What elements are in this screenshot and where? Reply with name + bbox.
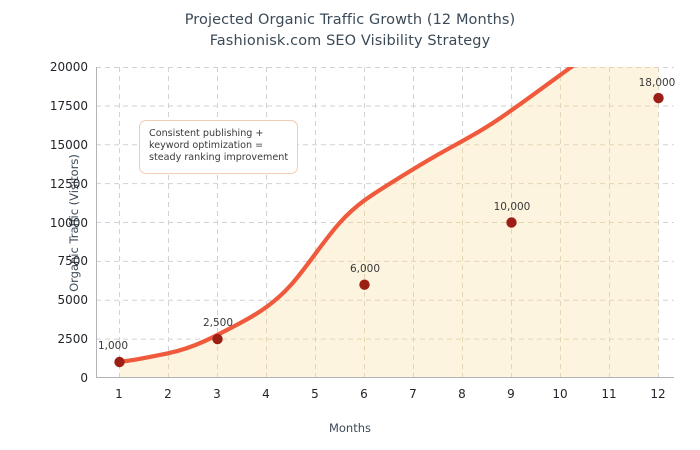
x-tick-label: 8 [458, 387, 466, 401]
data-point-label: 18,000 [638, 77, 676, 89]
x-tick-label: 7 [409, 387, 417, 401]
data-point-label: 1,000 [97, 340, 129, 352]
y-tick-label: 5000 [57, 293, 88, 307]
y-tick-label: 20000 [49, 60, 88, 74]
y-tick-label: 2500 [57, 332, 88, 346]
data-point-label: 6,000 [349, 263, 381, 275]
x-tick-label: 5 [311, 387, 319, 401]
annotation-box: Consistent publishing + keyword optimiza… [139, 120, 299, 174]
x-tick-label: 3 [213, 387, 221, 401]
annotation-line: keyword optimization = [149, 140, 264, 152]
x-tick-label: 10 [552, 387, 568, 401]
x-tick-label: 1 [115, 387, 123, 401]
x-tick-label: 2 [164, 387, 172, 401]
data-point-markers [114, 92, 664, 368]
axis-spines [96, 67, 674, 378]
x-axis-title: Months [328, 421, 372, 435]
data-point-label: 10,000 [493, 201, 531, 213]
chart-title-line1: Projected Organic Traffic Growth (12 Mon… [184, 12, 516, 28]
data-point-marker [359, 279, 370, 290]
trend-line [117, 67, 575, 365]
y-tick-label: 15000 [49, 138, 88, 152]
x-tick-label: 4 [262, 387, 270, 401]
y-tick-label: 12500 [49, 177, 88, 191]
annotation-line: steady ranking improvement [149, 152, 289, 164]
x-tick-label: 11 [601, 387, 617, 401]
data-point-marker [212, 333, 223, 345]
data-point-label: 2,500 [202, 317, 234, 329]
y-tick-label: 0 [80, 371, 88, 385]
chart-subtitle-line2: Fashionisk.com SEO Visibility Strategy [209, 33, 491, 49]
y-tick-label: 7500 [57, 254, 88, 268]
chart-title: Projected Organic Traffic Growth (12 Mon… [0, 10, 700, 52]
x-tick-label: 12 [650, 387, 666, 401]
x-tick-label: 9 [507, 387, 515, 401]
data-point-marker [506, 217, 517, 228]
y-tick-label: 17500 [49, 99, 88, 113]
plot-area [96, 67, 674, 378]
annotation-line: Consistent publishing + [149, 128, 264, 139]
data-point-marker [114, 356, 125, 368]
data-point-marker [653, 92, 664, 104]
y-tick-label: 10000 [49, 216, 88, 230]
x-tick-label: 6 [360, 387, 368, 401]
